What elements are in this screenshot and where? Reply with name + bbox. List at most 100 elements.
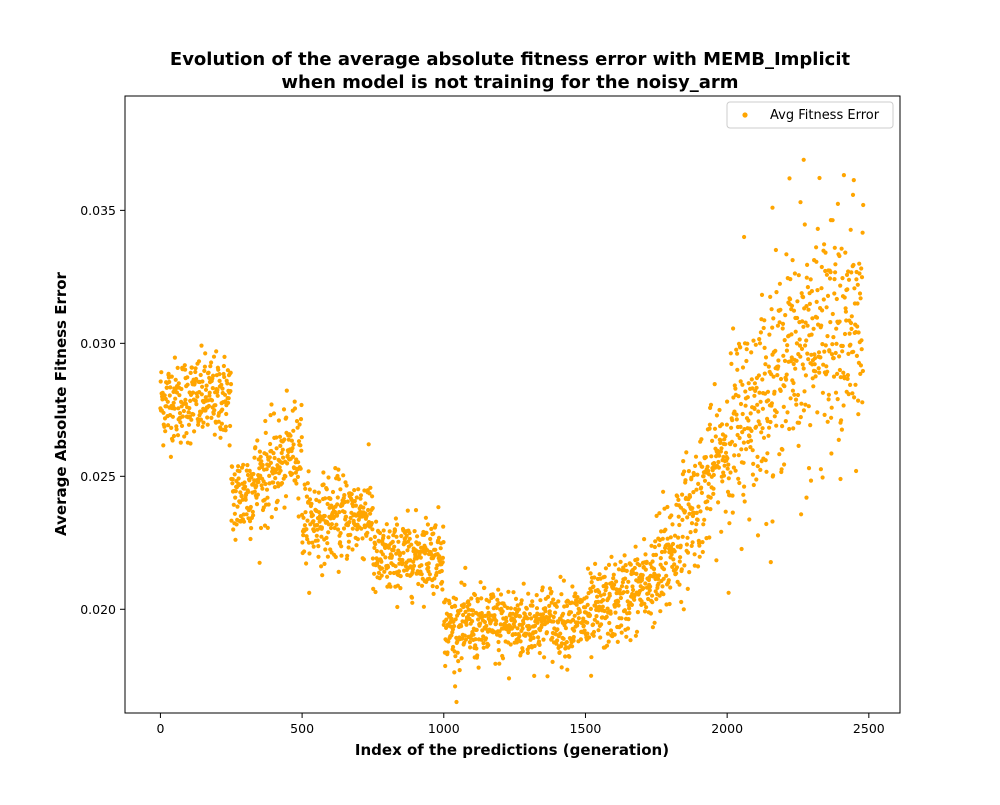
data-point	[599, 622, 604, 627]
data-point	[424, 530, 429, 536]
data-point	[597, 590, 602, 595]
data-point	[619, 584, 625, 589]
data-point	[742, 234, 747, 240]
data-point	[540, 612, 546, 617]
data-point	[652, 620, 657, 625]
data-point	[755, 464, 760, 469]
data-point	[358, 496, 363, 501]
data-point	[690, 540, 695, 545]
data-point	[542, 655, 547, 660]
data-point	[228, 423, 233, 429]
data-point	[341, 526, 347, 531]
data-point	[328, 525, 334, 531]
data-point	[338, 487, 343, 492]
data-point	[774, 290, 779, 295]
data-point	[614, 579, 619, 584]
data-point	[408, 564, 413, 569]
data-point	[713, 434, 718, 439]
data-point	[796, 443, 801, 448]
data-point	[277, 434, 283, 439]
data-point	[289, 438, 294, 443]
data-point	[767, 332, 772, 337]
data-point	[212, 432, 217, 437]
data-point	[780, 326, 785, 331]
data-point	[758, 330, 764, 335]
data-point	[168, 454, 173, 459]
data-point	[404, 533, 409, 539]
data-point	[577, 610, 582, 615]
data-point	[259, 459, 264, 464]
data-point	[764, 469, 769, 474]
data-point	[705, 464, 710, 469]
data-point	[631, 587, 636, 593]
data-point	[696, 504, 701, 509]
data-point	[316, 490, 321, 495]
data-point	[234, 522, 239, 527]
data-point	[794, 341, 800, 346]
data-point	[614, 587, 619, 592]
data-point	[650, 625, 656, 630]
data-point	[781, 353, 786, 358]
data-point	[467, 640, 472, 645]
data-point	[431, 591, 436, 597]
data-point	[756, 409, 761, 414]
data-point	[600, 604, 605, 609]
data-point	[236, 476, 241, 481]
data-point	[202, 364, 207, 369]
data-point	[853, 382, 858, 387]
data-point	[770, 325, 775, 330]
data-point	[497, 661, 502, 666]
data-point	[802, 389, 807, 394]
data-point	[820, 308, 825, 313]
data-point	[527, 626, 532, 631]
data-point	[216, 419, 221, 424]
data-point	[454, 699, 459, 705]
data-point	[807, 301, 813, 306]
data-point	[820, 475, 825, 480]
data-point	[264, 467, 269, 472]
data-point	[426, 561, 431, 566]
data-point	[251, 513, 256, 518]
data-point	[463, 609, 468, 615]
data-point	[441, 622, 446, 628]
data-point	[625, 589, 630, 595]
data-point	[859, 275, 865, 280]
data-point	[322, 513, 327, 519]
data-point	[680, 492, 685, 497]
data-point	[592, 617, 597, 622]
data-point	[633, 544, 638, 549]
data-point	[373, 542, 378, 547]
data-point	[219, 382, 224, 387]
data-point	[312, 489, 317, 494]
data-point	[338, 540, 343, 545]
data-point	[298, 466, 303, 471]
data-point	[307, 497, 313, 502]
x-tick-label: 1500	[570, 721, 602, 736]
data-point	[732, 453, 737, 458]
data-point	[335, 495, 340, 500]
data-point	[198, 372, 203, 378]
data-point	[315, 538, 320, 543]
data-point	[714, 413, 720, 418]
data-point	[405, 548, 410, 553]
data-point	[793, 329, 798, 334]
data-point	[846, 269, 851, 274]
data-point	[702, 517, 707, 522]
data-point	[770, 519, 775, 524]
data-point	[222, 354, 227, 359]
data-point	[725, 456, 730, 461]
data-point	[531, 635, 536, 641]
data-point	[768, 560, 773, 565]
data-point	[229, 518, 234, 523]
data-point	[725, 399, 730, 404]
data-point	[761, 435, 767, 440]
data-point	[616, 567, 622, 572]
data-point	[444, 617, 449, 622]
data-point	[355, 537, 360, 542]
data-point	[205, 415, 210, 420]
data-point	[774, 410, 779, 415]
data-point	[452, 670, 457, 675]
data-point	[173, 396, 178, 401]
data-point	[563, 626, 569, 631]
